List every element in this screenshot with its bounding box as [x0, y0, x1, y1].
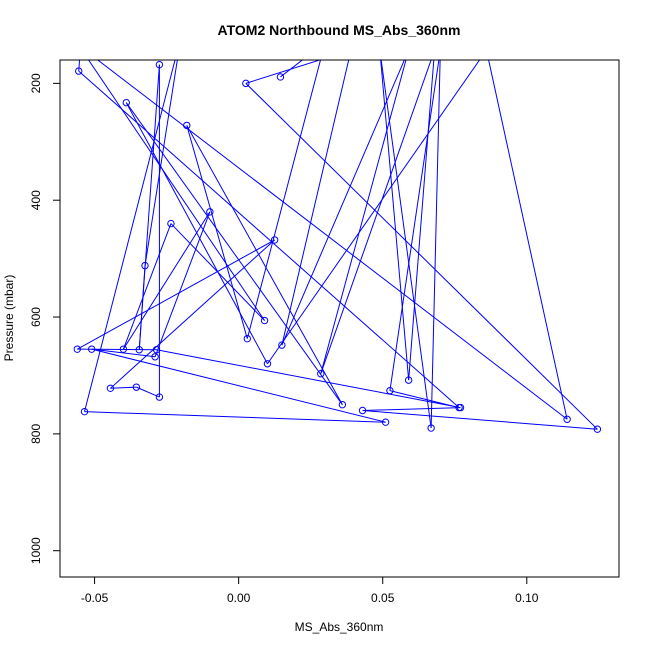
- series-line-segment: [77, 239, 275, 350]
- series-line-segment: [110, 239, 276, 389]
- data-point: [122, 98, 130, 107]
- data-point: [73, 345, 81, 353]
- data-point: [155, 393, 164, 401]
- series-line-segment: [362, 407, 461, 412]
- data-point: [135, 346, 143, 354]
- series-line-segment: [87, 60, 265, 321]
- series-line-segment: [138, 265, 146, 350]
- series-line-segment: [245, 60, 322, 84]
- series-line-segment: [96, 60, 568, 420]
- data-point: [427, 424, 435, 432]
- y-tick-label: 800: [29, 424, 43, 444]
- data-point: [263, 360, 272, 368]
- data-point: [386, 386, 394, 395]
- x-tick-label: 0.00: [227, 591, 251, 605]
- x-tick-label: 0.10: [515, 591, 539, 605]
- series-line-segment: [389, 60, 440, 391]
- series-line-segment: [281, 60, 405, 346]
- data-point: [404, 376, 413, 384]
- data-point: [593, 425, 602, 433]
- data-point: [167, 219, 175, 228]
- series-line-segment: [91, 348, 156, 358]
- data-point: [338, 400, 347, 409]
- series-line-segment: [186, 125, 248, 339]
- data-point: [119, 345, 128, 353]
- series-line-segment: [122, 211, 211, 350]
- chart-title: ATOM2 Northbound MS_Abs_360nm: [218, 22, 461, 38]
- x-axis-label: MS_Abs_360nm: [295, 620, 384, 634]
- y-tick-label: 200: [29, 73, 43, 93]
- y-tick-label: 600: [29, 307, 43, 327]
- series-line-segment: [281, 60, 350, 346]
- series-line-segment: [136, 386, 160, 398]
- data-point: [260, 316, 269, 325]
- series-line-segment: [122, 223, 172, 350]
- series-line-segment: [320, 60, 407, 374]
- data-point: [242, 79, 250, 88]
- data-point: [276, 73, 285, 81]
- series-line-segment: [186, 125, 343, 405]
- data-point: [278, 341, 286, 349]
- series-line-segment: [125, 102, 343, 405]
- x-tick-label: 0.05: [371, 591, 395, 605]
- data-point: [132, 383, 141, 391]
- series-line-segment: [320, 60, 432, 374]
- series-line-segment: [408, 60, 435, 381]
- series-line-segment: [84, 60, 176, 412]
- y-axis-label: Pressure (mbar): [2, 275, 16, 362]
- series-line-segment: [77, 348, 157, 351]
- data-point: [381, 418, 390, 426]
- x-tick-label: -0.05: [81, 591, 109, 605]
- plot-frame: [59, 59, 620, 578]
- data-point: [358, 406, 367, 415]
- series-line-segment: [246, 60, 322, 339]
- series-line-segment: [144, 60, 178, 266]
- series-line-segment: [488, 60, 568, 420]
- series-line-segment: [430, 60, 441, 429]
- series-line-segment: [280, 60, 304, 78]
- data-point: [155, 60, 164, 69]
- data-point: [456, 403, 465, 412]
- series-line-segment: [380, 60, 432, 429]
- data-point: [317, 370, 325, 378]
- data-point: [87, 345, 96, 353]
- data-point: [106, 384, 115, 393]
- series-line-segment: [154, 211, 211, 357]
- data-point: [563, 415, 571, 423]
- data-point: [183, 121, 191, 130]
- series-line-segment: [245, 83, 598, 430]
- series-line-segment: [91, 348, 386, 423]
- y-tick-label: 1000: [29, 537, 43, 564]
- series-line-segment: [110, 386, 137, 389]
- series-line-segment: [125, 102, 268, 365]
- series-line-segment: [362, 410, 598, 430]
- data-point: [243, 334, 251, 343]
- series-line-segment: [84, 411, 386, 423]
- data-point: [270, 236, 279, 244]
- series-line-segment: [267, 60, 481, 365]
- data-point: [75, 67, 83, 75]
- series-layer: [73, 60, 602, 433]
- data-point: [141, 261, 149, 270]
- data-point: [152, 346, 161, 354]
- data-point: [151, 353, 159, 361]
- data-point: [80, 407, 89, 416]
- data-point: [206, 208, 214, 216]
- y-tick-label: 400: [29, 190, 43, 210]
- series-line-segment: [156, 349, 461, 409]
